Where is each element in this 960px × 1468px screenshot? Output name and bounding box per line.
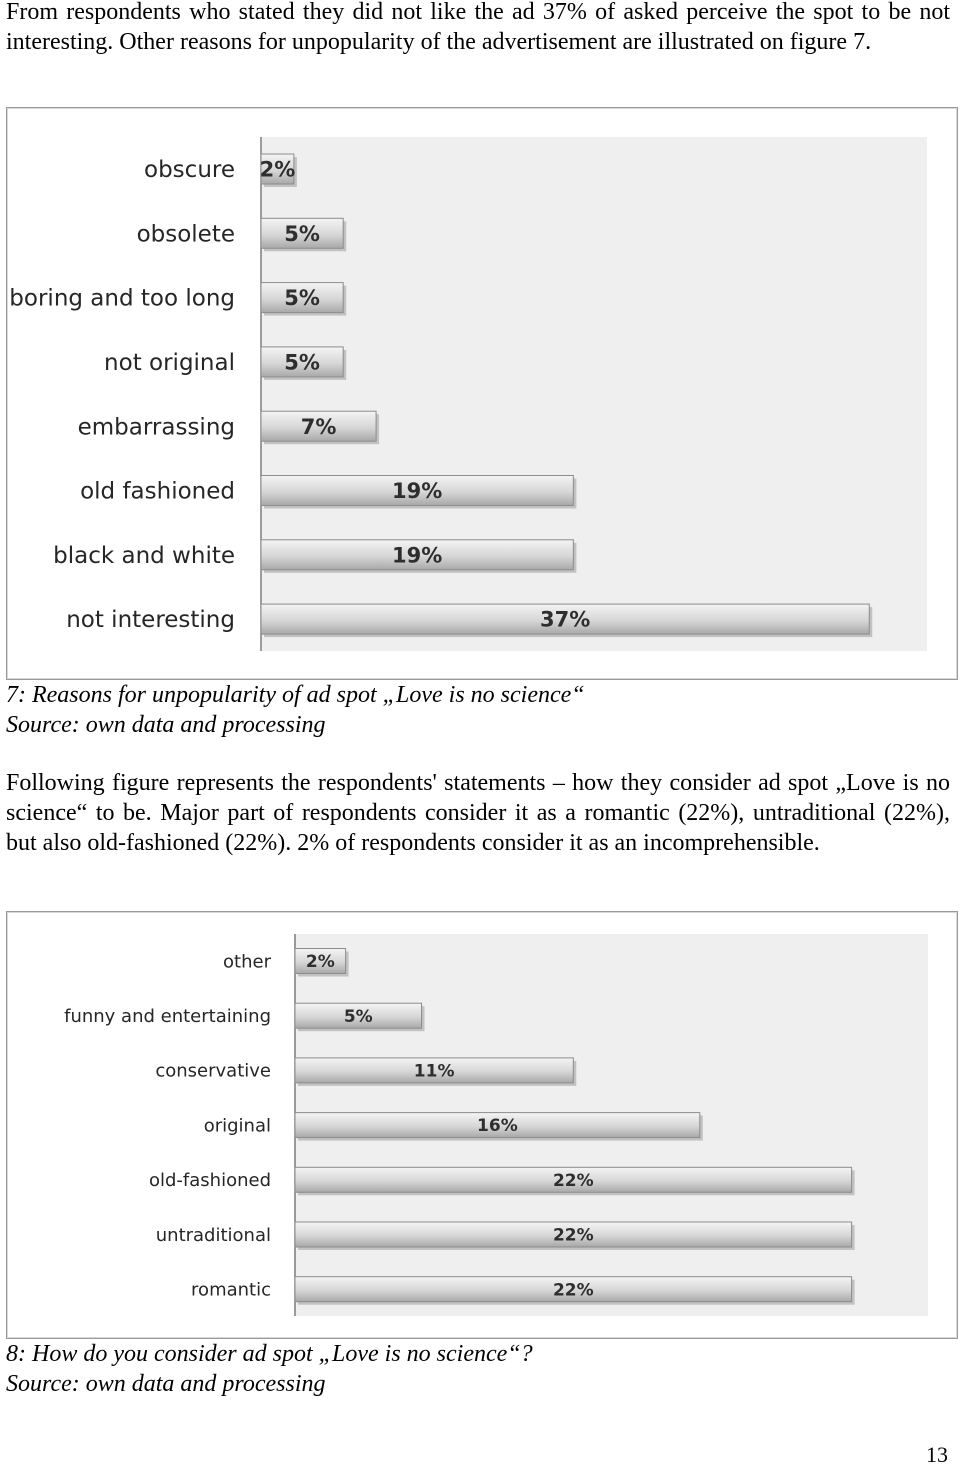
- data-label: 19%: [392, 479, 442, 503]
- category-label: obscure: [144, 157, 235, 183]
- figure-8-chart: other 2% funny and entertaining 5% conservat…: [6, 911, 958, 1339]
- category-label: conservative: [155, 1061, 271, 1082]
- bar-original: [294, 1112, 701, 1139]
- bar-black-and-white: [260, 539, 574, 571]
- figure-8-caption: 8: How do you consider ad spot „Love is …: [6, 1341, 533, 1367]
- bar-embarrassing: [260, 410, 377, 442]
- plot-area: [261, 137, 927, 651]
- category-label: not original: [104, 350, 235, 376]
- data-label: 19%: [392, 543, 442, 567]
- bar-funny-and-entertaining: [294, 1002, 422, 1029]
- figure-7-chart: obscure 2% obsolete 5% boring and too long 5%…: [6, 107, 958, 680]
- data-label: 5%: [284, 286, 320, 310]
- bar-obsolete: [260, 217, 344, 249]
- data-label: 7%: [301, 415, 337, 439]
- data-label: 2%: [306, 952, 335, 972]
- figure-7-caption: 7: Reasons for unpopularity of ad spot „…: [6, 682, 585, 708]
- category-label: obsolete: [137, 221, 235, 247]
- category-label: not interesting: [66, 607, 235, 633]
- bar-old-fashioned: [260, 475, 574, 506]
- data-label: 11%: [414, 1062, 455, 1082]
- category-label: other: [223, 951, 272, 972]
- category-label: black and white: [53, 543, 235, 569]
- bar-romantic: [294, 1276, 853, 1303]
- category-label: romantic: [191, 1280, 271, 1301]
- data-label: 5%: [344, 1007, 373, 1027]
- bar-not-original: [260, 346, 344, 378]
- figure-7-chart-svg: obscure 2% obsolete 5% boring and too long 5%…: [9, 137, 927, 651]
- category-label: original: [204, 1115, 271, 1136]
- figure-8-source: Source: own data and processing: [6, 1371, 326, 1397]
- data-label: 37%: [540, 608, 590, 632]
- category-label: old fashioned: [80, 479, 235, 505]
- bar-untraditional: [294, 1221, 853, 1248]
- category-label: embarrassing: [78, 414, 235, 440]
- data-label: 22%: [553, 1171, 594, 1191]
- body-paragraph: Following figure represents the responde…: [6, 770, 950, 856]
- data-label: 5%: [284, 350, 320, 374]
- bar-obscure: [260, 153, 295, 185]
- figure-7-source: Source: own data and processing: [6, 712, 326, 738]
- bar-conservative: [294, 1057, 574, 1084]
- category-label: boring and too long: [9, 286, 235, 312]
- data-label: 5%: [284, 222, 320, 246]
- bar-old-fashioned: [294, 1166, 853, 1193]
- data-label: 22%: [553, 1226, 594, 1246]
- category-label: funny and entertaining: [64, 1006, 271, 1027]
- data-label: 16%: [477, 1116, 518, 1136]
- category-label: old-fashioned: [149, 1170, 271, 1191]
- bar-not-interesting: [260, 603, 870, 635]
- bar-other: [294, 948, 347, 974]
- category-label: untraditional: [156, 1225, 271, 1246]
- bar-boring-and-too-long: [260, 282, 344, 314]
- data-label: 2%: [260, 158, 296, 182]
- intro-paragraph: From respondents who stated they did not…: [6, 0, 950, 55]
- page-number: 13: [926, 1442, 948, 1467]
- figure-8-chart-svg: other 2% funny and entertaining 5% conservat…: [64, 934, 928, 1316]
- data-label: 22%: [553, 1280, 594, 1300]
